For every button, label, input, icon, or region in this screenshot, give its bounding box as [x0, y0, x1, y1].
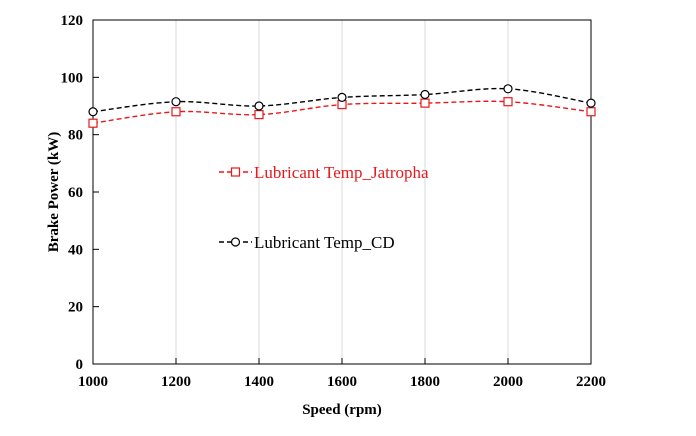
data-point-circle	[503, 84, 513, 94]
data-point-circle	[88, 107, 98, 117]
x-tick-label: 1600	[327, 374, 357, 390]
data-point-circle	[337, 92, 347, 103]
x-tick-label: 1000	[78, 374, 108, 390]
data-point-square	[171, 107, 181, 117]
legend-marker-circle	[230, 237, 241, 247]
data-point-square	[88, 118, 98, 128]
y-tick-label: 120	[61, 13, 84, 29]
x-tick-label: 1400	[244, 374, 274, 390]
data-point-square	[586, 107, 596, 117]
x-axis-title: Speed (rpm)	[302, 402, 382, 418]
legend-marker-square	[230, 167, 241, 177]
data-point-circle	[171, 97, 181, 107]
x-tick-label: 2200	[576, 374, 606, 390]
y-tick-label: 20	[68, 300, 83, 316]
data-point-circle	[254, 101, 264, 111]
data-series	[88, 84, 596, 128]
data-point-square	[420, 98, 430, 108]
legend-label: Lubricant Temp_Jatropha	[254, 163, 429, 182]
x-tick-label: 1200	[161, 374, 191, 390]
y-tick-label: 60	[68, 185, 83, 201]
y-tick-label: 0	[76, 357, 84, 373]
data-point-square	[254, 109, 264, 120]
data-point-circle	[586, 98, 596, 108]
grid-lines	[175, 20, 509, 364]
legend: Lubricant Temp_Jatropha Lubricant Temp_CD	[219, 163, 429, 252]
data-point-circle	[420, 89, 430, 100]
x-tick-label: 1800	[410, 374, 440, 390]
y-tick-label: 40	[68, 242, 83, 258]
y-axis-title: Brake Power (kW)	[46, 132, 62, 253]
axes: 1000 1200 1400 1600 1800 2000 2200 0 20 40 60 80 100…	[61, 13, 607, 390]
data-point-square	[503, 97, 513, 107]
y-tick-label: 100	[61, 70, 84, 86]
y-tick-label: 80	[68, 128, 83, 144]
x-tick-label: 2000	[493, 374, 523, 390]
legend-label: Lubricant Temp_CD	[254, 233, 395, 252]
